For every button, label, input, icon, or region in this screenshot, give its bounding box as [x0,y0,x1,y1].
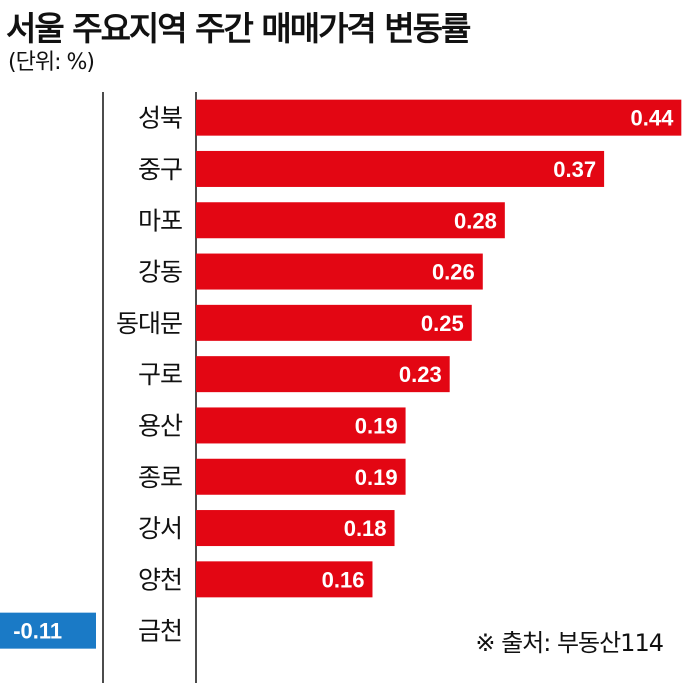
bar [196,304,472,341]
bar [196,356,450,393]
bar-value-label: 0.18 [344,516,387,541]
category-label: 용산 [138,411,183,440]
bar [196,150,605,187]
bar [196,510,395,547]
bar [196,561,373,598]
bar-value-label: 0.23 [399,362,442,387]
bar [196,253,483,290]
category-label: 동대문 [116,309,182,338]
category-label: 성북 [138,104,182,133]
category-label: 중구 [138,155,182,184]
bar-value-label: 0.44 [630,106,674,131]
chart-title: 서울 주요지역 주간 매매가격 변동률 [6,9,471,48]
bar-value-label: 0.19 [355,413,398,438]
bar [0,612,96,649]
bar-value-label: 0.16 [322,567,365,592]
bar [196,458,406,495]
category-label: 강동 [138,258,182,287]
bar [196,99,682,136]
bar [196,202,505,239]
category-label: 마포 [138,206,182,235]
source-note: ※ 출처: 부동산114 [475,629,664,657]
unit-label: (단위: %) [8,50,95,75]
bar-value-label: 0.28 [454,208,497,233]
bar-value-label: 0.26 [432,260,475,285]
category-label: 강서 [138,514,182,543]
bar-value-label: 0.25 [421,311,464,336]
category-label: 양천 [138,565,182,594]
bar-value-label: 0.37 [553,157,596,182]
category-label: 금천 [138,617,182,646]
bar-value-label: 0.19 [355,465,398,490]
bar [196,407,406,444]
category-label: 구로 [138,360,182,389]
bar-value-label: -0.11 [13,619,62,644]
category-label: 종로 [138,463,182,492]
